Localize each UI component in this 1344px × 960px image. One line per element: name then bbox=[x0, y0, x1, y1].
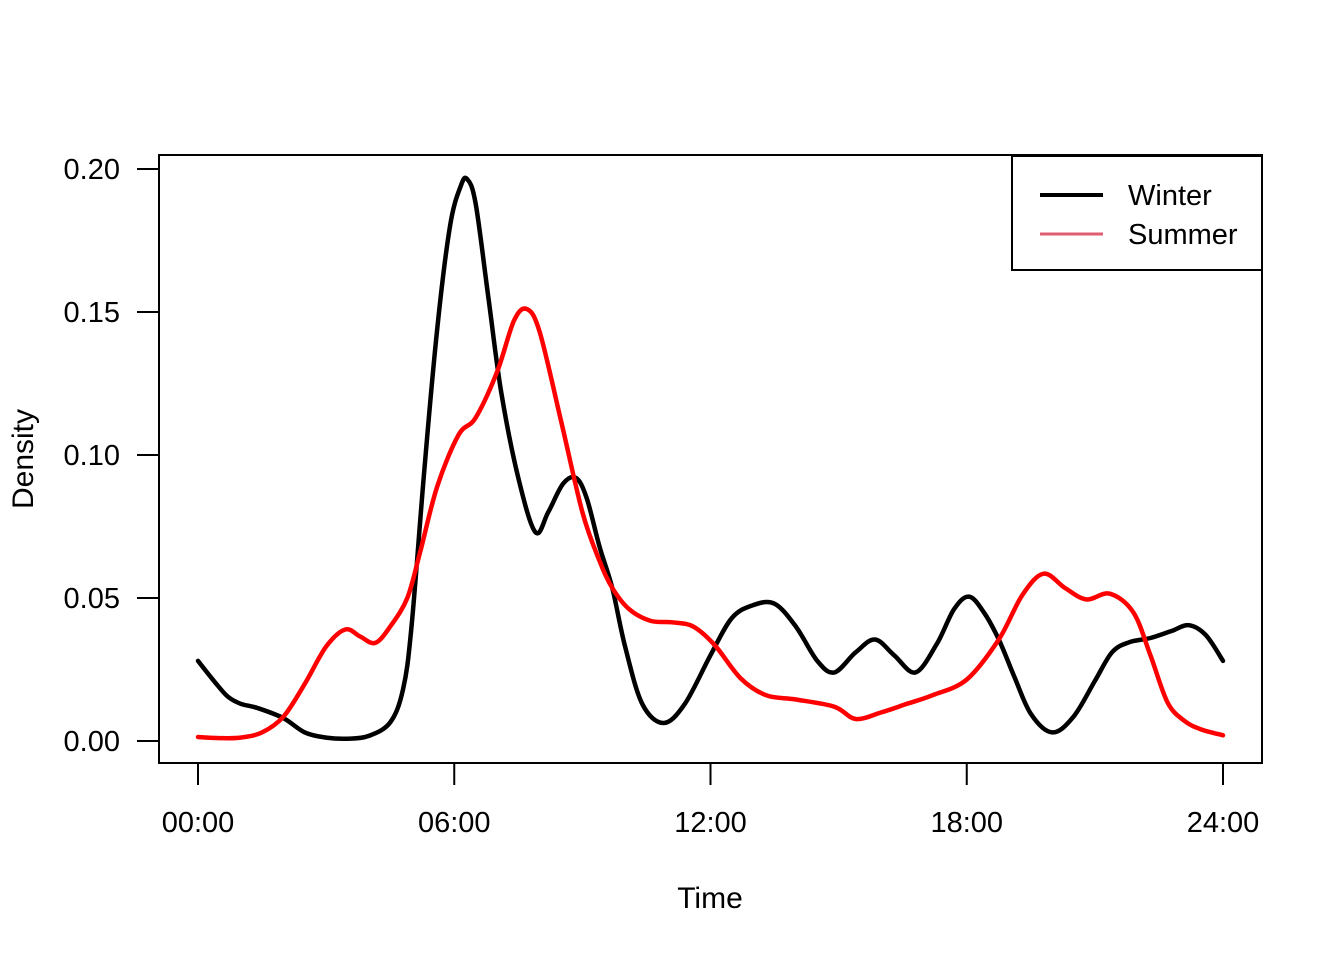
legend-box bbox=[1011, 155, 1263, 271]
x-tick-label: 18:00 bbox=[930, 807, 1003, 839]
axes: 00:00 06:00 12:00 18:00 24:00 0.00 0.05 0.10 0.1… bbox=[64, 154, 1260, 839]
legend: Winter Summer bbox=[1011, 155, 1263, 271]
y-tick-label: 0.20 bbox=[64, 154, 120, 186]
legend-label-winter: Winter bbox=[1128, 180, 1212, 212]
x-tick-label: 12:00 bbox=[674, 807, 747, 839]
y-tick-label: 0.05 bbox=[64, 583, 120, 615]
legend-label-summer: Summer bbox=[1128, 219, 1238, 251]
x-tick-label: 06:00 bbox=[418, 807, 491, 839]
y-axis-title: Density bbox=[7, 409, 40, 509]
y-tick-label: 0.15 bbox=[64, 297, 120, 329]
curve-summer bbox=[195, 306, 1226, 741]
x-tick-label: 00:00 bbox=[162, 807, 235, 839]
curve-winter bbox=[195, 175, 1226, 742]
data-curves bbox=[195, 175, 1226, 742]
x-axis-title: Time bbox=[677, 882, 743, 915]
y-tick-label: 0.00 bbox=[64, 726, 120, 758]
x-tick-label: 24:00 bbox=[1187, 807, 1260, 839]
plot-border-box bbox=[158, 154, 1263, 764]
y-tick-label: 0.10 bbox=[64, 440, 120, 472]
